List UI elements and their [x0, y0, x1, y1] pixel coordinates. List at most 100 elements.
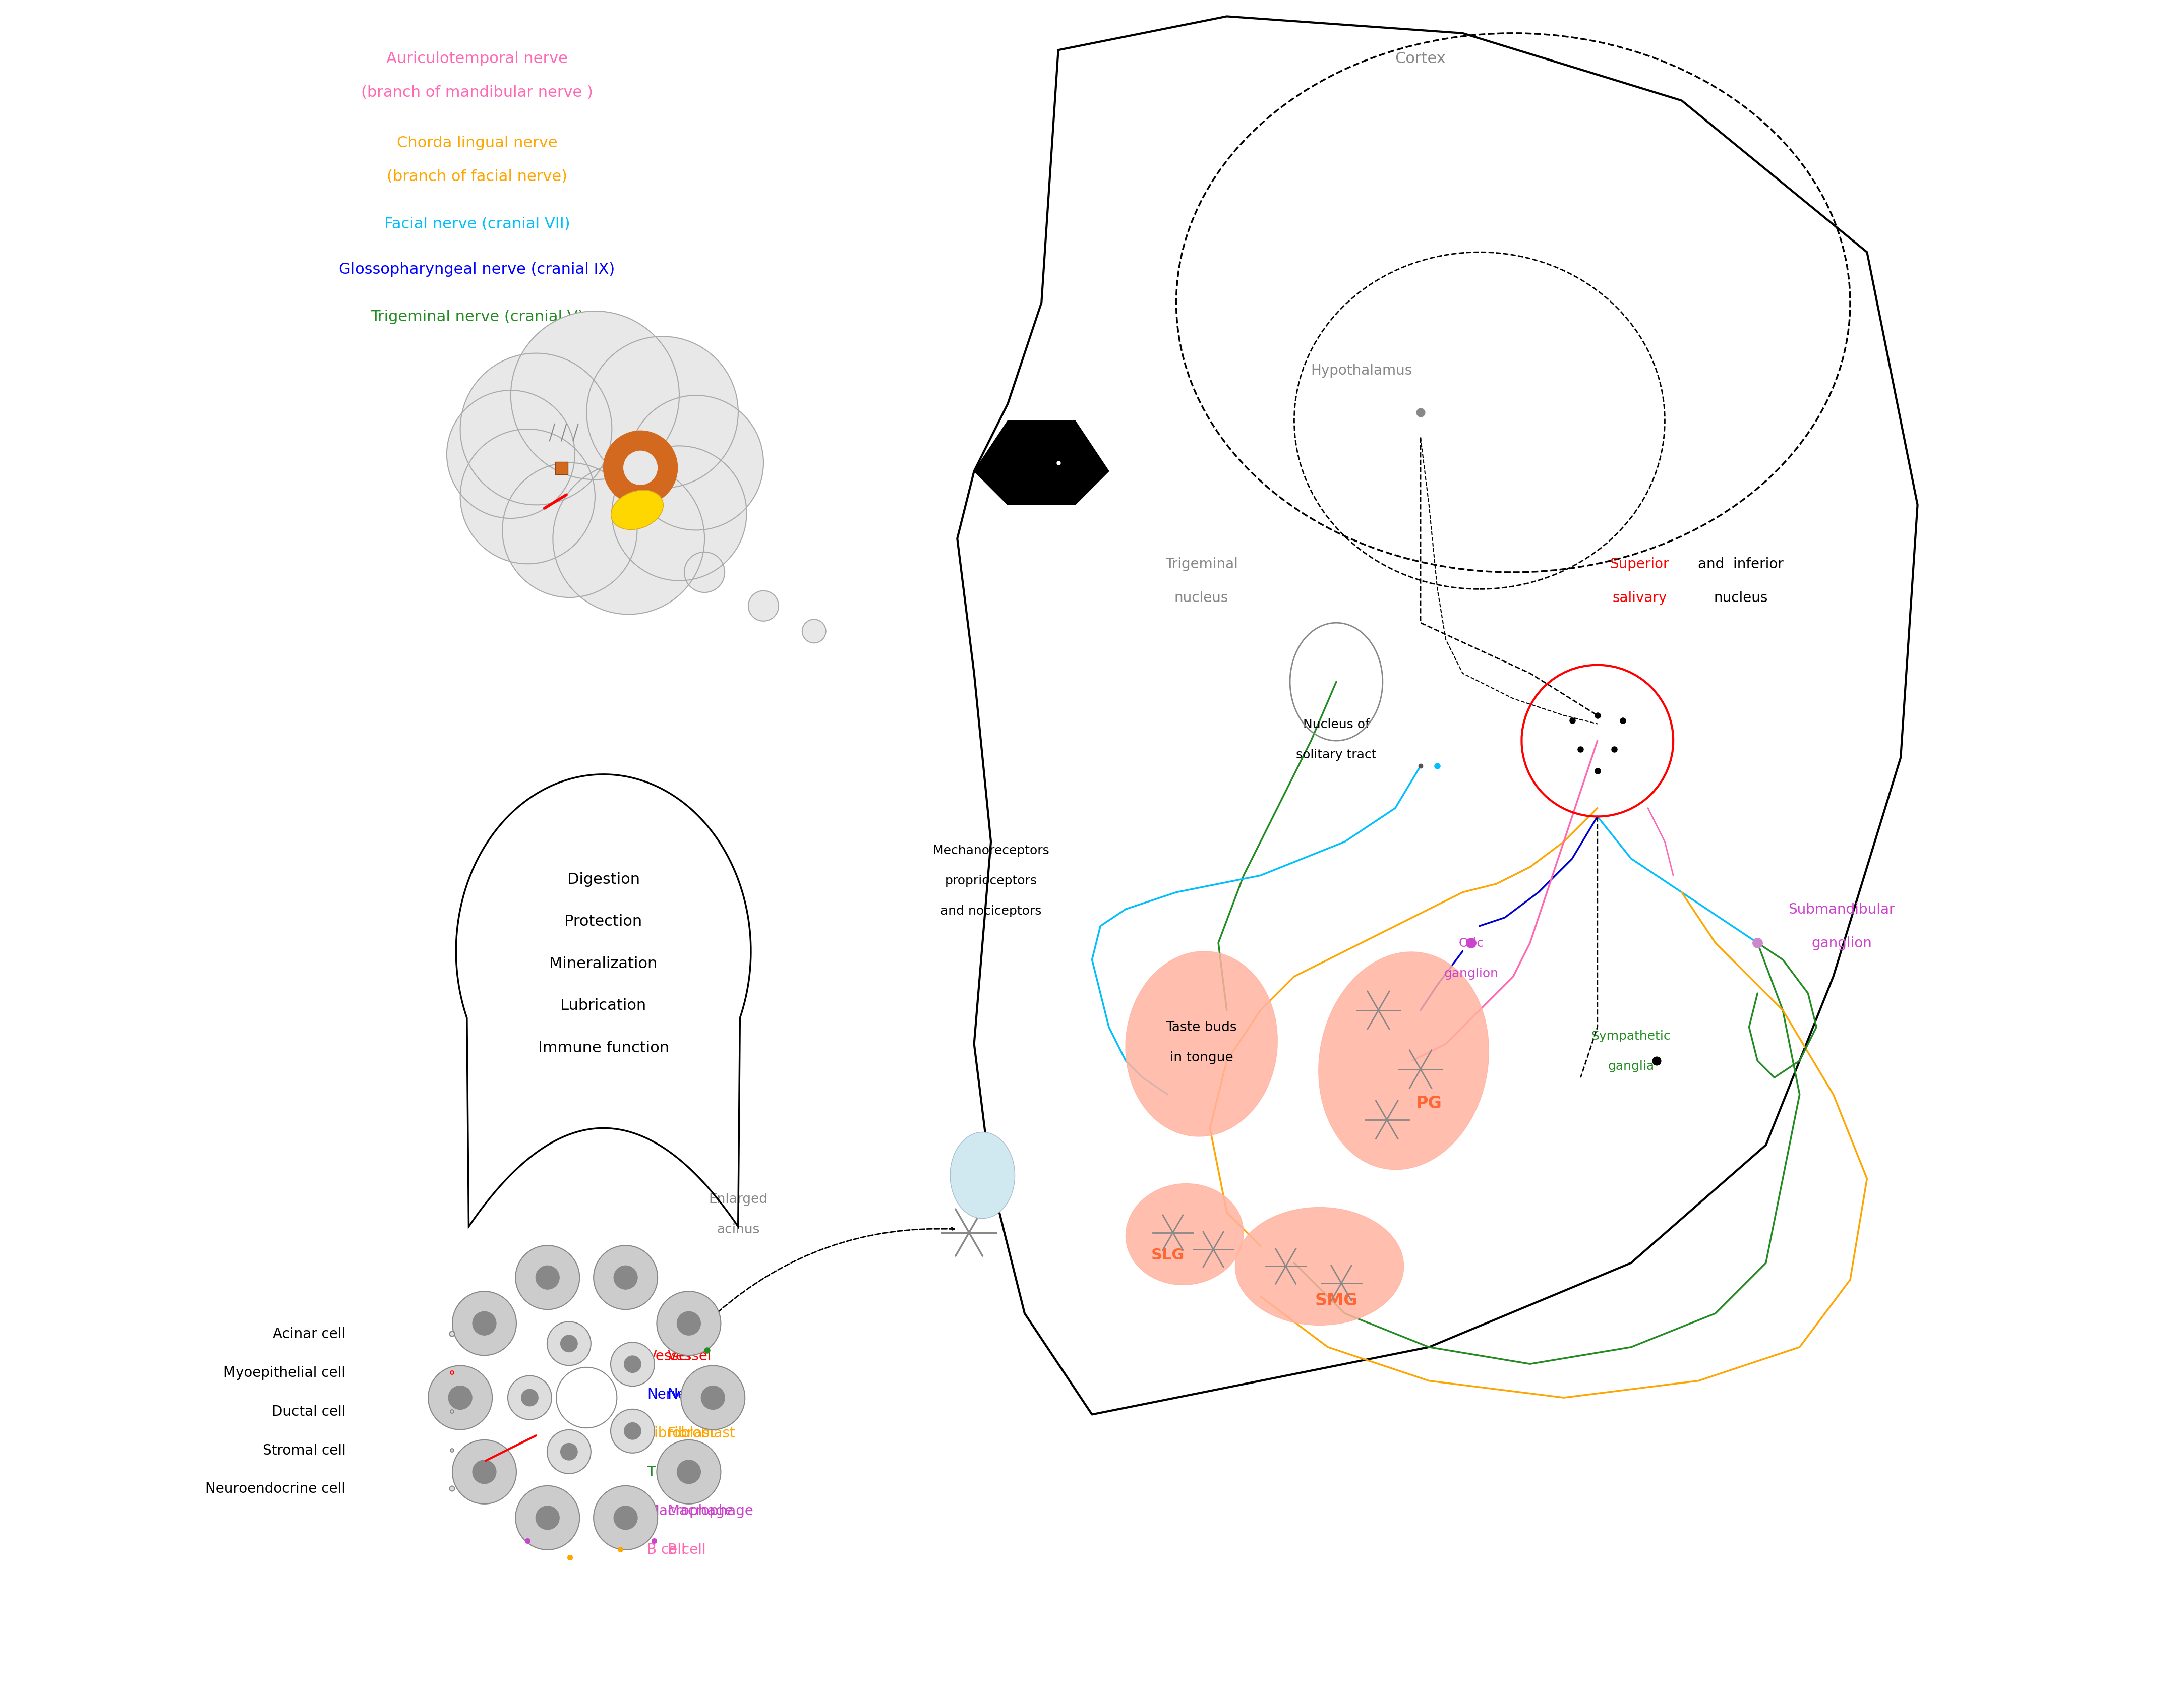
Circle shape	[461, 429, 594, 564]
Text: ganglion: ganglion	[1811, 936, 1872, 950]
Circle shape	[677, 1460, 701, 1484]
Text: Stromal cell: Stromal cell	[262, 1443, 345, 1457]
Ellipse shape	[1125, 951, 1278, 1137]
Text: solitary tract: solitary tract	[1295, 748, 1376, 761]
Circle shape	[452, 1292, 515, 1356]
Text: PG: PG	[1415, 1095, 1441, 1111]
Circle shape	[657, 1292, 721, 1356]
Circle shape	[629, 396, 764, 530]
Text: Trigeminal: Trigeminal	[1166, 557, 1238, 571]
Text: Superior: Superior	[1610, 557, 1669, 571]
Text: Macrophage: Macrophage	[668, 1504, 753, 1517]
Text: Lubrication: Lubrication	[561, 999, 646, 1012]
Circle shape	[511, 312, 679, 480]
Ellipse shape	[1236, 1207, 1404, 1325]
Circle shape	[502, 463, 638, 598]
Circle shape	[657, 1440, 721, 1504]
Text: Enlarged: Enlarged	[708, 1192, 769, 1206]
Polygon shape	[957, 17, 1918, 1415]
Text: Trigeminal nerve (cranial V): Trigeminal nerve (cranial V)	[371, 310, 583, 323]
Circle shape	[681, 1366, 745, 1430]
Circle shape	[802, 620, 826, 643]
Ellipse shape	[612, 490, 664, 530]
Circle shape	[603, 431, 677, 505]
Text: ganglia: ganglia	[1607, 1059, 1653, 1073]
Text: SLG: SLG	[1151, 1248, 1184, 1261]
Circle shape	[594, 1485, 657, 1549]
Text: (branch of mandibular nerve ): (branch of mandibular nerve )	[360, 86, 594, 99]
Circle shape	[587, 337, 738, 488]
Text: Hypothalamus: Hypothalamus	[1310, 364, 1413, 377]
Circle shape	[749, 591, 780, 621]
Text: Chorda lingual nerve: Chorda lingual nerve	[397, 136, 557, 150]
Text: Auriculotemporal nerve: Auriculotemporal nerve	[387, 52, 568, 66]
Text: B cell: B cell	[646, 1543, 686, 1556]
Text: proprioceptors: proprioceptors	[946, 874, 1037, 887]
Circle shape	[428, 1366, 491, 1430]
Circle shape	[553, 463, 705, 615]
Text: Macrophage: Macrophage	[646, 1504, 734, 1517]
Circle shape	[701, 1386, 725, 1410]
Circle shape	[625, 451, 657, 485]
Ellipse shape	[1125, 1184, 1243, 1285]
Text: Neuroendocrine cell: Neuroendocrine cell	[205, 1482, 345, 1495]
Text: acinus: acinus	[716, 1223, 760, 1236]
Text: Fibroblast: Fibroblast	[668, 1426, 736, 1440]
Text: (branch of facial nerve): (branch of facial nerve)	[387, 170, 568, 184]
Text: T cell: T cell	[646, 1465, 684, 1479]
Text: Immune function: Immune function	[537, 1041, 668, 1054]
Circle shape	[614, 1266, 638, 1290]
Text: Nerve: Nerve	[668, 1388, 710, 1401]
Text: Fibroblast: Fibroblast	[646, 1426, 714, 1440]
Circle shape	[535, 1266, 559, 1290]
Circle shape	[515, 1485, 579, 1549]
Text: Protection: Protection	[563, 914, 642, 928]
Polygon shape	[456, 775, 751, 1226]
Circle shape	[614, 1505, 638, 1529]
Text: Nucleus of: Nucleus of	[1304, 717, 1369, 731]
Circle shape	[461, 354, 612, 505]
Circle shape	[472, 1312, 496, 1335]
Circle shape	[448, 1386, 472, 1410]
Circle shape	[625, 1356, 640, 1372]
Circle shape	[612, 446, 747, 581]
Circle shape	[452, 1440, 515, 1504]
Text: salivary: salivary	[1612, 591, 1666, 605]
Circle shape	[625, 1423, 640, 1440]
Text: Acinar cell: Acinar cell	[273, 1327, 345, 1340]
Text: Cortex: Cortex	[1396, 52, 1446, 66]
Circle shape	[612, 1342, 655, 1386]
Text: Taste buds: Taste buds	[1166, 1021, 1236, 1034]
Text: Mineralization: Mineralization	[550, 957, 657, 970]
Text: and nociceptors: and nociceptors	[941, 904, 1042, 918]
Text: B cell: B cell	[668, 1543, 705, 1556]
Polygon shape	[974, 421, 1109, 505]
Circle shape	[561, 1335, 577, 1352]
Text: nucleus: nucleus	[1714, 591, 1767, 605]
Text: Ductal cell: Ductal cell	[271, 1404, 345, 1418]
Text: ganglion: ganglion	[1444, 967, 1498, 980]
Text: Myoepithelial cell: Myoepithelial cell	[223, 1366, 345, 1379]
Circle shape	[684, 552, 725, 593]
Circle shape	[548, 1430, 592, 1474]
Text: T cell: T cell	[668, 1465, 705, 1479]
Circle shape	[522, 1389, 537, 1406]
Circle shape	[448, 391, 574, 519]
Circle shape	[548, 1322, 592, 1366]
Circle shape	[557, 1367, 616, 1428]
Text: Nerve: Nerve	[646, 1388, 688, 1401]
Text: Digestion: Digestion	[568, 872, 640, 886]
Text: Submandibular: Submandibular	[1789, 903, 1896, 916]
Circle shape	[535, 1505, 559, 1529]
Circle shape	[677, 1312, 701, 1335]
Text: Sympathetic: Sympathetic	[1592, 1029, 1671, 1042]
Text: Glossopharyngeal nerve (cranial IX): Glossopharyngeal nerve (cranial IX)	[339, 263, 616, 276]
Text: in tongue: in tongue	[1171, 1051, 1234, 1064]
Circle shape	[561, 1443, 577, 1460]
Circle shape	[515, 1246, 579, 1310]
Text: Mechanoreceptors: Mechanoreceptors	[933, 844, 1048, 857]
Ellipse shape	[1319, 951, 1489, 1170]
Text: Otic: Otic	[1459, 936, 1483, 950]
Polygon shape	[950, 1132, 1016, 1219]
Circle shape	[472, 1460, 496, 1484]
